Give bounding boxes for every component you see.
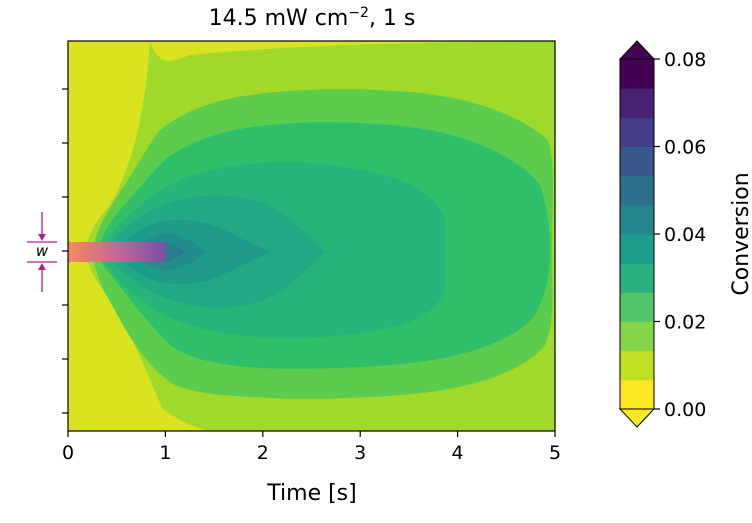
colorbar-extend-under: [618, 408, 656, 428]
colorbar-segment: [620, 263, 654, 293]
colorbar-label: Conversion: [729, 172, 752, 295]
x-tick-label: 5: [549, 442, 561, 464]
colorbar-segment: [620, 379, 654, 410]
x-tick-label: 2: [257, 442, 269, 464]
colorbar-segment: [620, 175, 654, 206]
colorbar-segment: [620, 350, 654, 381]
colorbar-segment: [620, 204, 654, 235]
x-tick-label: 4: [452, 442, 464, 464]
colorbar: 0.00 0.02 0.04 0.06 0.08: [618, 40, 706, 428]
colorbar-tick-label: 0.02: [664, 312, 706, 334]
colorbar-tick-label: 0.08: [664, 49, 706, 71]
width-symbol: w: [36, 242, 49, 260]
colorbar-tick-label: 0.06: [664, 137, 706, 159]
colorbar-tick-label: 0.04: [664, 224, 706, 246]
colorbar-extend-over: [618, 40, 656, 60]
x-axis-label: Time [s]: [266, 481, 356, 506]
colorbar-segment: [620, 321, 654, 352]
x-axis-ticks: 0 1 2 3 4 5: [62, 431, 561, 464]
axes-frame: [67, 40, 556, 432]
colorbar-segment: [620, 88, 654, 118]
colorbar-segment: [620, 59, 654, 89]
colorbar-segment: [620, 117, 654, 147]
colorbar-segment: [620, 146, 654, 177]
colorbar-tick-label: 0.00: [664, 399, 706, 421]
colorbar-segment: [620, 234, 654, 264]
chart-title: 14.5 mW cm−2, 1 s: [209, 5, 416, 31]
exposure-bar: [68, 242, 166, 262]
x-tick-label: 0: [62, 442, 74, 464]
y-axis-ticks: [62, 88, 68, 414]
plot-area: [68, 41, 555, 431]
width-annotation: w: [27, 212, 57, 292]
x-tick-label: 1: [159, 442, 171, 464]
colorbar-segment: [620, 292, 654, 322]
x-tick-label: 3: [354, 442, 366, 464]
